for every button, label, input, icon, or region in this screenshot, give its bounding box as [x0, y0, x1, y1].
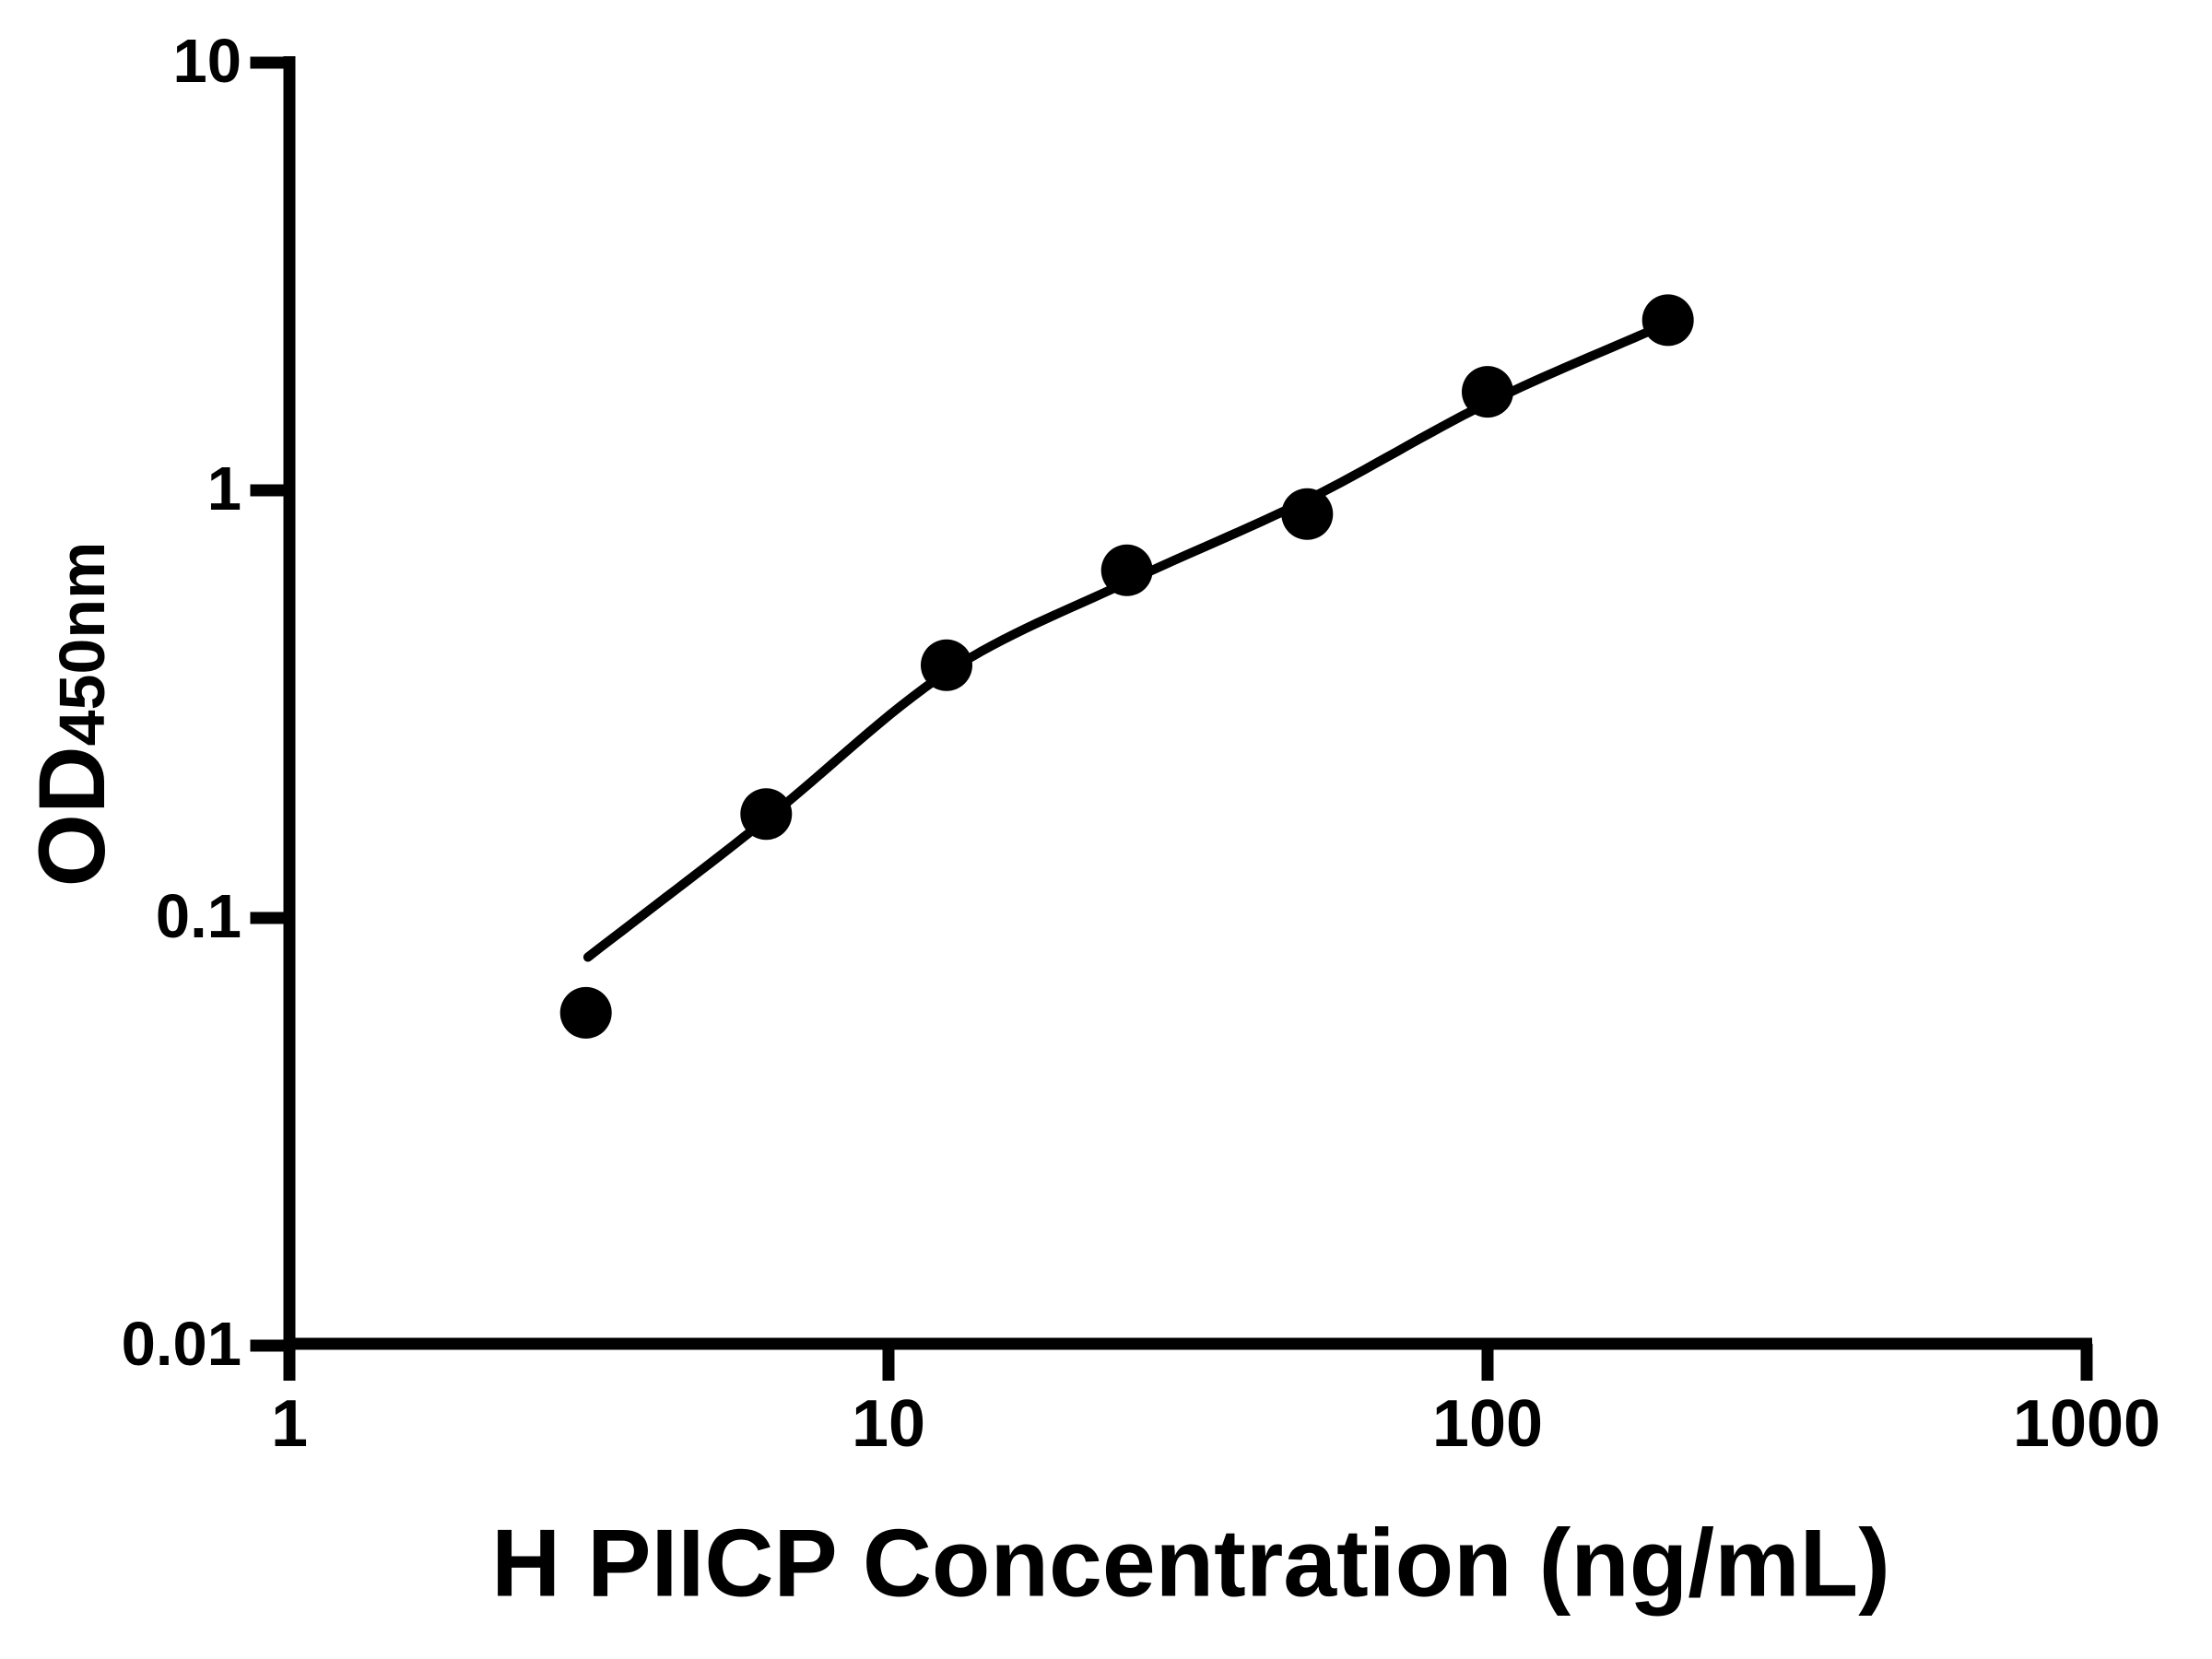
x-tick-label-100: 100	[1431, 1387, 1544, 1461]
y-tick-mark	[250, 56, 289, 69]
y-tick-mark	[250, 484, 289, 497]
x-tick-label-1000: 1000	[2012, 1387, 2161, 1461]
y-axis-title: OD450nm	[19, 541, 124, 888]
x-tick-label-1: 1	[270, 1387, 309, 1461]
data-point	[559, 986, 612, 1039]
x-tick-label-10: 10	[851, 1387, 926, 1461]
data-point	[921, 639, 972, 691]
y-axis-title-main: OD	[19, 746, 124, 888]
data-point	[1281, 488, 1334, 540]
x-tick-mark	[283, 1344, 296, 1381]
y-tick-label-1: 1	[206, 453, 241, 524]
x-tick-mark	[882, 1344, 895, 1381]
x-tick-mark	[2080, 1344, 2093, 1381]
y-tick-mark	[250, 912, 289, 924]
data-point	[1641, 294, 1694, 347]
y-tick-label-0.1: 0.1	[155, 881, 241, 951]
y-axis-line	[283, 56, 296, 1381]
y-tick-mark	[250, 1339, 289, 1352]
y-tick-label-0.01: 0.01	[121, 1309, 241, 1379]
y-tick-label-10: 10	[172, 26, 241, 96]
data-point	[1100, 544, 1153, 596]
data-point	[1462, 366, 1513, 418]
x-axis-title: H PIICP Concentration (ng/mL)	[491, 1510, 1890, 1618]
x-axis-line	[283, 1337, 2092, 1350]
data-point	[740, 788, 793, 841]
x-tick-mark	[1481, 1344, 1494, 1381]
y-axis-title-subscript: 450nm	[46, 541, 118, 747]
